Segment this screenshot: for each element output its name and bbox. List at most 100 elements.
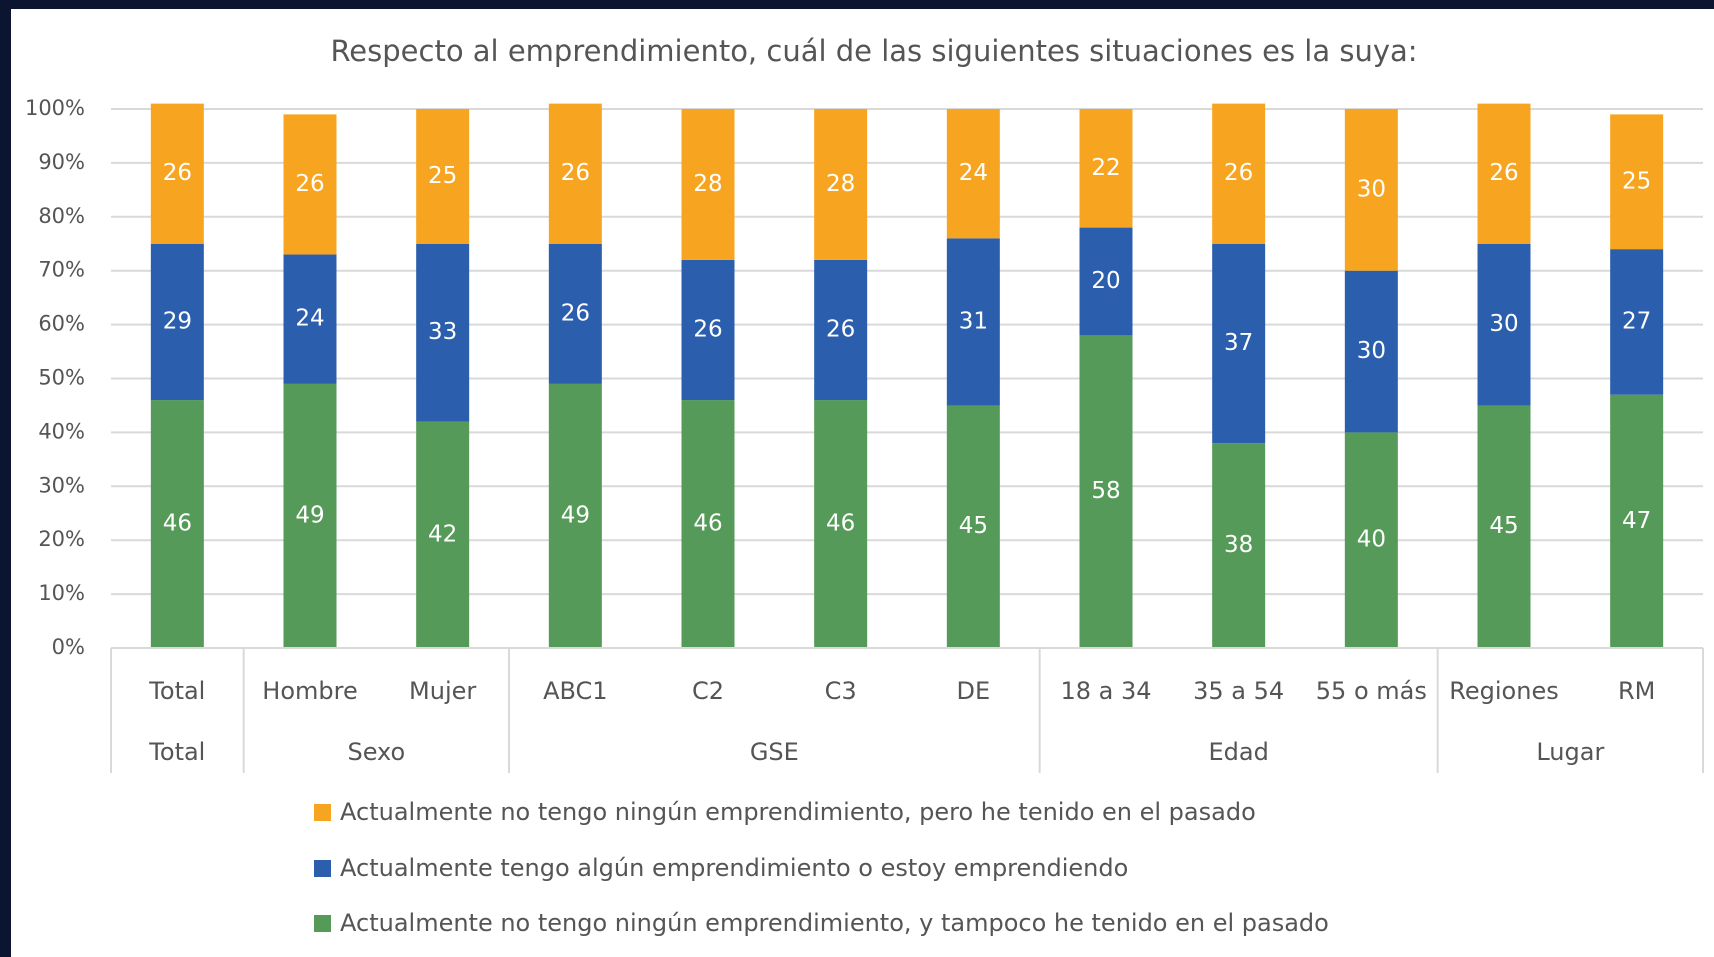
data-label: 42: [428, 521, 457, 547]
data-label: 24: [295, 306, 324, 332]
group-label: Sexo: [347, 738, 405, 766]
data-label: 26: [295, 171, 324, 197]
bar-segment: [1477, 405, 1531, 648]
group-label: Edad: [1208, 738, 1268, 766]
x-tick-label: ABC1: [543, 677, 608, 705]
legend-swatch: [314, 804, 331, 821]
legend-label: Actualmente no tengo ningún emprendimien…: [340, 798, 1256, 826]
y-tick-label: 100%: [25, 96, 85, 120]
legend-label: Actualmente tengo algún emprendimiento o…: [340, 854, 1128, 882]
legend-label: Actualmente no tengo ningún emprendimien…: [340, 909, 1329, 937]
bar-segment: [681, 259, 735, 401]
chart-title: Respecto al emprendimiento, cuál de las …: [330, 34, 1417, 68]
data-label: 22: [1091, 155, 1120, 181]
y-tick-label: 0%: [52, 635, 85, 659]
data-label: 28: [693, 171, 722, 197]
data-label: 25: [428, 163, 457, 189]
y-tick-label: 60%: [38, 312, 85, 336]
x-tick-label: 35 a 54: [1193, 677, 1284, 705]
data-label: 33: [428, 319, 457, 345]
data-label: 26: [561, 300, 590, 326]
y-tick-label: 70%: [38, 258, 85, 282]
bar-segment: [681, 400, 735, 648]
bar-segment: [1344, 109, 1398, 271]
data-label: 49: [295, 502, 324, 528]
x-tick-label: C3: [825, 677, 857, 705]
y-tick-label: 40%: [38, 419, 85, 443]
bar-segment: [946, 238, 1000, 406]
bar-segment: [416, 243, 470, 422]
data-label: 20: [1091, 268, 1120, 294]
bar-segment: [1212, 243, 1266, 444]
data-label: 26: [693, 316, 722, 342]
bar-segment: [1477, 243, 1531, 406]
data-label: 45: [959, 513, 988, 539]
data-label: 46: [693, 511, 722, 537]
data-label: 37: [1224, 330, 1253, 356]
bar-segment: [1344, 270, 1398, 433]
bar-segment: [1610, 249, 1664, 395]
x-tick-label: Regiones: [1449, 677, 1558, 705]
bar-segment: [946, 109, 1000, 239]
bar-segment: [548, 103, 602, 244]
bar-segment: [1610, 394, 1664, 648]
bar-segment: [814, 400, 868, 648]
data-label: 26: [1224, 160, 1253, 186]
y-tick-label: 20%: [38, 527, 85, 551]
y-tick-label: 30%: [38, 473, 85, 497]
data-label: 30: [1489, 311, 1518, 337]
bar-segment: [1079, 227, 1133, 336]
data-label: 26: [826, 316, 855, 342]
bar-segment: [1610, 114, 1664, 250]
data-label: 58: [1091, 478, 1120, 504]
y-tick-label: 80%: [38, 204, 85, 228]
bar-segment: [814, 259, 868, 401]
x-tick-label: C2: [692, 677, 724, 705]
legend-swatch: [314, 915, 331, 932]
x-tick-label: RM: [1618, 677, 1655, 705]
bar-segment: [150, 243, 204, 401]
data-label: 46: [163, 511, 192, 537]
data-label: 26: [163, 160, 192, 186]
x-tick-label: 18 a 34: [1060, 677, 1151, 705]
data-label: 47: [1622, 508, 1651, 534]
x-tick-label: 55 o más: [1316, 677, 1427, 705]
group-label: Lugar: [1536, 738, 1604, 766]
bar-segment: [1477, 103, 1531, 244]
data-label: 45: [1489, 513, 1518, 539]
data-label: 31: [959, 308, 988, 334]
bar-segment: [814, 109, 868, 260]
bar-segment: [283, 383, 337, 648]
bar-segment: [150, 400, 204, 648]
data-label: 26: [561, 160, 590, 186]
bar-segment: [416, 109, 470, 244]
bar-segment: [1344, 432, 1398, 648]
data-label: 25: [1622, 168, 1651, 194]
data-label: 30: [1357, 338, 1386, 364]
data-label: 26: [1489, 160, 1518, 186]
data-label: 24: [959, 160, 988, 186]
bar-segment: [1212, 443, 1266, 648]
group-label: GSE: [750, 738, 799, 766]
x-tick-label: Total: [148, 677, 205, 705]
bar-segment: [283, 254, 337, 384]
data-label: 27: [1622, 308, 1651, 334]
y-tick-label: 50%: [38, 366, 85, 390]
data-label: 40: [1357, 527, 1386, 553]
bar-segment: [548, 383, 602, 648]
data-label: 49: [561, 502, 590, 528]
x-tick-label: Hombre: [262, 677, 357, 705]
bar-segment: [416, 421, 470, 648]
x-tick-label: Mujer: [409, 677, 476, 705]
data-label: 46: [826, 511, 855, 537]
bar-segment: [150, 103, 204, 244]
bar-segment: [283, 114, 337, 255]
x-tick-label: DE: [957, 677, 991, 705]
bar-segment: [946, 405, 1000, 648]
data-label: 38: [1224, 532, 1253, 558]
legend-swatch: [314, 860, 331, 877]
bar-segment: [1212, 103, 1266, 244]
bar-segment: [1079, 109, 1133, 228]
data-label: 29: [163, 308, 192, 334]
